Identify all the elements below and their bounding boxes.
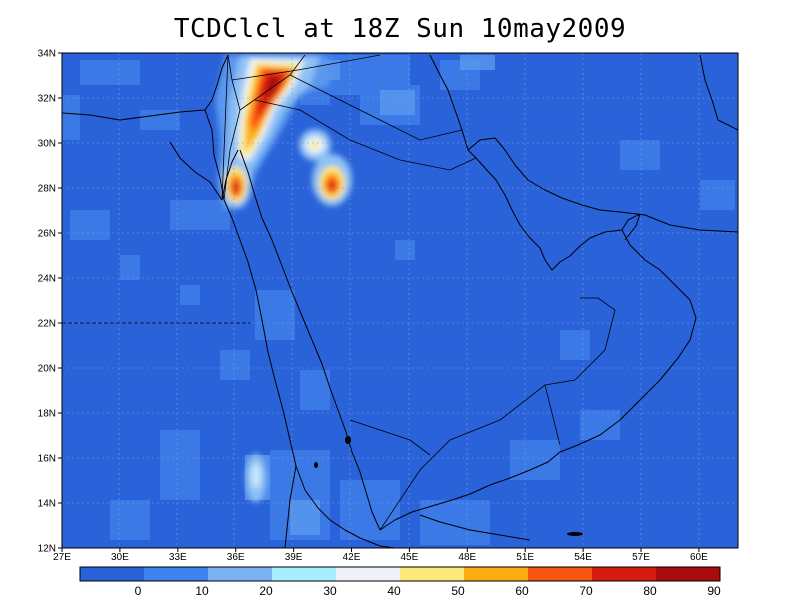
lat-tick-label: 32N xyxy=(38,94,56,105)
lat-tick-label: 22N xyxy=(38,319,56,330)
colorbar-swatch xyxy=(592,567,656,581)
colorbar-label: 0 xyxy=(135,584,142,598)
borders xyxy=(62,54,616,531)
colorbar-label: 80 xyxy=(643,584,657,598)
lon-tick-label: 48E xyxy=(458,552,476,563)
map-title: TCDClcl at 18Z Sun 10may2009 xyxy=(173,14,627,44)
coastlines xyxy=(62,54,738,548)
colorbar-swatch xyxy=(464,567,528,581)
map-frame xyxy=(61,52,739,549)
lat-tick-label: 28N xyxy=(38,184,56,195)
lon-tick-label: 51E xyxy=(516,552,534,563)
colorbar: 0 10 20 30 40 50 60 70 80 90 xyxy=(79,566,721,598)
lon-tick-label: 42E xyxy=(343,552,361,563)
colorbar-swatch xyxy=(272,567,336,581)
colorbar-label: 30 xyxy=(323,584,337,598)
lat-tick-label: 14N xyxy=(38,499,56,510)
colorbar-swatch xyxy=(656,567,720,581)
colorbar-frame xyxy=(79,566,721,582)
colorbar-swatch xyxy=(400,567,464,581)
lon-tick-label: 57E xyxy=(632,552,650,563)
longitude-axis: 27E 30E 33E 36E 39E 42E 45E 48E 51E 54E 57E 60E xyxy=(53,548,708,563)
lon-tick-label: 45E xyxy=(401,552,419,563)
lon-tick-label: 27E xyxy=(53,552,71,563)
colorbar-label: 90 xyxy=(707,584,721,598)
lon-tick-label: 54E xyxy=(574,552,592,563)
lat-tick-label: 26N xyxy=(38,229,56,240)
colorbar-label: 70 xyxy=(579,584,593,598)
map-area[interactable] xyxy=(61,52,739,549)
cloud-fraction-field xyxy=(62,53,738,548)
islands xyxy=(314,436,583,536)
latitude-axis: 34N 32N 30N 28N 26N 24N 22N 20N 18N 16N 14N 12N xyxy=(38,49,62,555)
lon-tick-label: 33E xyxy=(169,552,187,563)
colorbar-swatch xyxy=(528,567,592,581)
cloud-plume xyxy=(215,55,352,502)
colorbar-swatch xyxy=(144,567,208,581)
colorbar-label: 20 xyxy=(259,584,273,598)
colorbar-label: 40 xyxy=(387,584,401,598)
colorbar-swatch xyxy=(80,567,144,581)
lon-tick-label: 30E xyxy=(111,552,129,563)
lat-tick-label: 20N xyxy=(38,364,56,375)
lat-tick-label: 18N xyxy=(38,409,56,420)
lon-tick-label: 39E xyxy=(285,552,303,563)
lat-tick-label: 16N xyxy=(38,454,56,465)
lat-tick-label: 24N xyxy=(38,274,56,285)
colorbar-label: 60 xyxy=(515,584,529,598)
colorbar-swatch xyxy=(208,567,272,581)
colorbar-swatch xyxy=(336,567,400,581)
lon-tick-label: 60E xyxy=(690,552,708,563)
lat-tick-label: 12N xyxy=(38,544,56,555)
colorbar-label: 50 xyxy=(451,584,465,598)
lat-tick-label: 30N xyxy=(38,139,56,150)
colorbar-label: 10 xyxy=(195,584,209,598)
lat-tick-label: 34N xyxy=(38,49,56,60)
lon-tick-label: 36E xyxy=(227,552,245,563)
